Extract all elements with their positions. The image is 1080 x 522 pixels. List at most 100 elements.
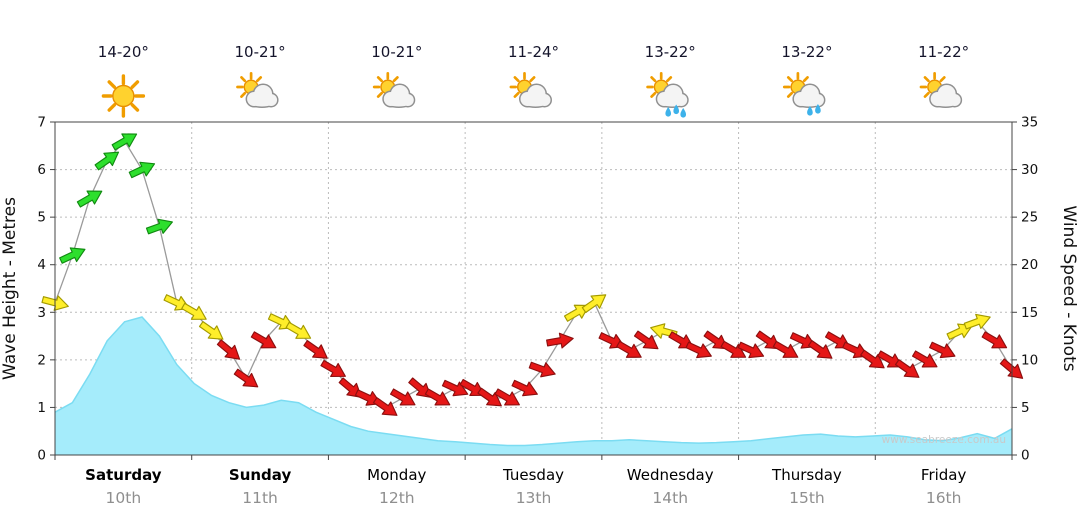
raindrop-shape <box>680 108 687 118</box>
wind-arrow <box>303 340 328 359</box>
wind-arrow <box>250 331 277 349</box>
wind-arrow <box>494 388 520 406</box>
axis-bottom <box>54 455 1013 460</box>
wind-arrow <box>581 294 607 314</box>
wind-arrow <box>181 302 207 320</box>
left-axis-title: Wave Height - Metres <box>0 197 20 380</box>
cloud-shape <box>382 83 416 108</box>
svg-text:25: 25 <box>1021 210 1038 226</box>
wind-arrow <box>389 388 416 406</box>
temp-range-label: 10-21° <box>371 43 422 61</box>
svg-text:15: 15 <box>1021 305 1038 321</box>
temp-range-label: 13-22° <box>645 43 696 61</box>
day-label: Thursday <box>771 466 842 484</box>
wind-arrow <box>145 218 173 235</box>
day-label: Tuesday <box>502 466 564 484</box>
wind-arrow <box>94 151 120 171</box>
wind-arrow <box>720 340 747 358</box>
cloud-shape <box>655 83 689 108</box>
day-headers: 14-20° 10-21° 10-21° 11-24° 13-22° 13-22° 11-2… <box>98 43 969 118</box>
wind-arrow <box>441 379 469 397</box>
cloud-shape <box>929 83 963 108</box>
right-axis-title: Wind Speed - Knots <box>1059 205 1079 371</box>
wind-arrow <box>285 321 312 339</box>
raindrop-shape <box>807 106 813 116</box>
weather-icon-light-showers <box>782 72 826 116</box>
wave-edge <box>54 316 1013 447</box>
wind-arrow <box>963 313 991 330</box>
wind-arrow <box>929 341 956 359</box>
wind-arrow <box>59 247 86 264</box>
wind-arrow <box>546 332 574 349</box>
date-label: 10th <box>106 489 142 507</box>
axis-right: 0 5 10 15 20 25 30 35 <box>1012 115 1038 464</box>
raindrop-shape <box>815 104 821 114</box>
svg-text:7: 7 <box>37 115 46 131</box>
svg-text:3: 3 <box>37 305 46 321</box>
cloud-shape <box>792 83 826 108</box>
temp-range-label: 11-24° <box>508 43 559 61</box>
svg-text:35: 35 <box>1021 115 1038 131</box>
wind-arrow <box>772 340 799 358</box>
wind-arrow <box>737 341 765 359</box>
day-footer: Saturday 10th Sunday 11th Monday 12th Tuesday 1… <box>85 466 966 507</box>
weather-icon-partly-cloudy <box>509 72 552 108</box>
raindrop-shape <box>665 107 672 117</box>
day-label: Sunday <box>229 466 292 484</box>
svg-text:5: 5 <box>37 210 46 226</box>
cloud-shape <box>245 83 279 108</box>
wind-arrow <box>424 388 451 406</box>
weather-icon-partly-cloudy <box>236 72 279 108</box>
date-label: 15th <box>789 489 825 507</box>
svg-text:0: 0 <box>1021 448 1030 464</box>
svg-text:2: 2 <box>37 352 46 368</box>
date-label: 11th <box>242 489 278 507</box>
wind-arrow <box>233 368 259 388</box>
weather-icon-partly-cloudy <box>372 72 416 108</box>
date-label: 13th <box>516 489 552 507</box>
wind-arrow <box>685 341 712 359</box>
temp-range-label: 14-20° <box>98 43 149 61</box>
wind-arrow <box>198 321 224 340</box>
date-label: 12th <box>379 489 415 507</box>
wind-arrow <box>755 330 781 350</box>
weather-icon-sunny <box>101 74 146 118</box>
svg-text:1: 1 <box>37 400 46 416</box>
wave-area <box>55 317 1012 455</box>
wind-arrow <box>616 340 642 358</box>
wind-arrow <box>320 359 346 378</box>
svg-text:4: 4 <box>37 257 46 273</box>
wind-arrow <box>703 330 729 350</box>
svg-text:6: 6 <box>37 162 46 178</box>
weather-icon-rain-showers <box>646 72 689 118</box>
wind-arrow <box>528 361 556 378</box>
day-label: Wednesday <box>627 466 714 484</box>
day-label: Friday <box>921 466 967 484</box>
raindrop-shape <box>673 104 680 115</box>
day-label: Monday <box>367 466 426 484</box>
wind-arrow <box>408 377 432 398</box>
sun-shape <box>101 74 146 118</box>
wind-arrow <box>111 133 138 151</box>
temp-range-label: 11-22° <box>918 43 969 61</box>
weather-icon-partly-cloudy <box>919 72 963 108</box>
axis-left: 0 1 2 3 4 5 6 7 <box>37 115 55 464</box>
wind-arrow <box>633 330 659 350</box>
watermark-text: www.seabreeze.com.au <box>882 434 1006 446</box>
date-label: 16th <box>926 489 962 507</box>
wind-arrow <box>999 358 1024 379</box>
svg-text:10: 10 <box>1021 352 1038 368</box>
svg-text:20: 20 <box>1021 257 1038 273</box>
wind-arrow <box>338 377 362 398</box>
svg-text:0: 0 <box>37 448 46 464</box>
svg-text:5: 5 <box>1021 400 1030 416</box>
cloud-shape <box>519 83 552 108</box>
day-label: Saturday <box>85 466 162 484</box>
wind-arrow <box>372 397 398 416</box>
wind-arrow <box>981 331 1008 349</box>
grid <box>55 122 1012 455</box>
temp-range-label: 13-22° <box>781 43 832 61</box>
wind-arrow <box>511 379 538 397</box>
